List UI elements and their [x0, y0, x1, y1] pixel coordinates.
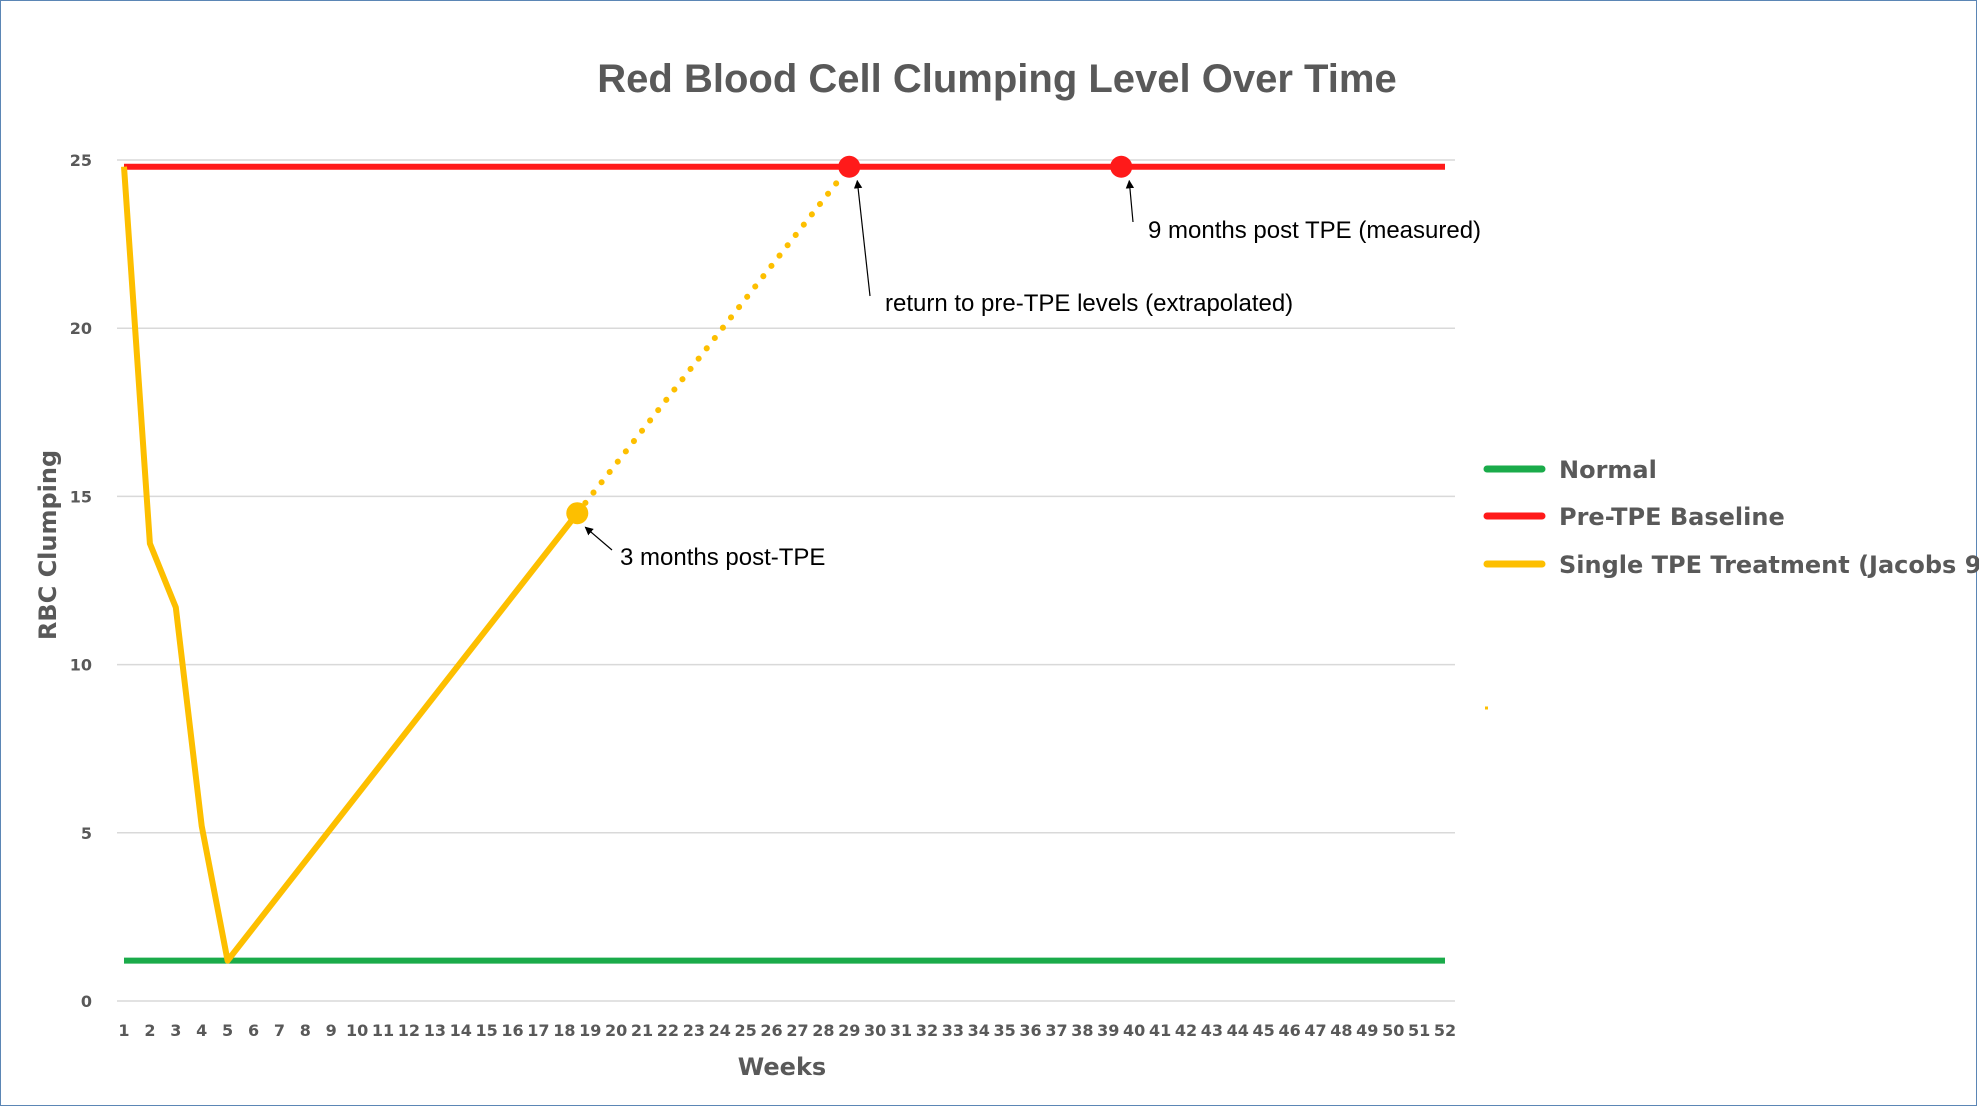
x-tick-label: 51 [1408, 1021, 1430, 1040]
x-tick-label: 12 [398, 1021, 420, 1040]
x-tick-label: 37 [1045, 1021, 1067, 1040]
x-tick-label: 20 [605, 1021, 627, 1040]
x-tick-label: 33 [942, 1021, 964, 1040]
y-tick-label: 10 [70, 656, 92, 675]
x-tick-label: 18 [553, 1021, 575, 1040]
chart-title: Red Blood Cell Clumping Level Over Time [597, 57, 1396, 101]
data-point-marker [566, 502, 589, 525]
x-tick-label: 42 [1175, 1021, 1197, 1040]
x-tick-label: 13 [424, 1021, 446, 1040]
x-tick-label: 47 [1304, 1021, 1326, 1040]
x-tick-label: 48 [1330, 1021, 1352, 1040]
series-dotted-line-3 [574, 163, 853, 517]
x-tick-label: 3 [170, 1021, 181, 1040]
legend-label: Normal [1559, 456, 1657, 484]
data-point-marker [838, 155, 861, 178]
y-tick-label: 0 [81, 992, 92, 1011]
series-line-3 [121, 166, 580, 964]
x-tick-label: 26 [760, 1021, 782, 1040]
annotation-arrow [584, 526, 613, 551]
x-tick-label: 22 [657, 1021, 679, 1040]
x-tick-label: 27 [786, 1021, 808, 1040]
x-tick-label: 30 [864, 1021, 886, 1040]
x-tick-label: 23 [683, 1021, 705, 1040]
annotation-label: 9 months post TPE (measured) [1148, 217, 1481, 244]
x-tick-label: 44 [1227, 1021, 1249, 1040]
x-tick-label: 15 [475, 1021, 497, 1040]
annotation-arrow [853, 179, 871, 297]
y-tick-label: 5 [81, 824, 92, 843]
x-tick-label: 16 [501, 1021, 523, 1040]
x-tick-label: 28 [812, 1021, 834, 1040]
x-tick-label: 4 [196, 1021, 207, 1040]
annotation-label: return to pre-TPE levels (extrapolated) [885, 290, 1293, 317]
x-tick-label: 52 [1434, 1021, 1456, 1040]
x-tick-label: 7 [274, 1021, 285, 1040]
x-tick-label: 6 [248, 1021, 259, 1040]
data-point-marker [1110, 155, 1133, 178]
x-tick-label: 9 [326, 1021, 337, 1040]
x-tick-label: 17 [527, 1021, 549, 1040]
x-tick-label: 39 [1097, 1021, 1119, 1040]
x-tick-label: 21 [631, 1021, 653, 1040]
x-tick-label: 2 [144, 1021, 155, 1040]
x-tick-label: 8 [300, 1021, 311, 1040]
y-tick-label: 25 [70, 151, 92, 170]
x-tick-label: 41 [1149, 1021, 1171, 1040]
x-tick-label: 1 [118, 1021, 129, 1040]
x-tick-label: 25 [735, 1021, 757, 1040]
y-tick-label: 20 [70, 319, 92, 338]
x-tick-label: 32 [916, 1021, 938, 1040]
annotation-label: 3 months post-TPE [620, 544, 825, 571]
legend-label: Pre-TPE Baseline [1559, 503, 1785, 531]
x-tick-label: 34 [968, 1021, 990, 1040]
annotation-arrow [1125, 179, 1135, 223]
x-tick-label: 35 [994, 1021, 1016, 1040]
legend-label: Single TPE Treatment (Jacobs 91) [1559, 551, 1979, 579]
x-tick-label: 49 [1356, 1021, 1378, 1040]
x-tick-label: 24 [709, 1021, 731, 1040]
x-tick-label: 46 [1278, 1021, 1300, 1040]
x-tick-label: 29 [838, 1021, 860, 1040]
y-tick-label: 15 [70, 487, 92, 506]
x-tick-label: 31 [890, 1021, 912, 1040]
x-tick-label: 38 [1071, 1021, 1093, 1040]
x-tick-label: 36 [1019, 1021, 1041, 1040]
x-tick-label: 45 [1253, 1021, 1275, 1040]
x-tick-label: 5 [222, 1021, 233, 1040]
x-tick-label: 19 [579, 1021, 601, 1040]
y-axis-title: RBC Clumping [34, 450, 62, 640]
x-tick-label: 43 [1201, 1021, 1223, 1040]
x-tick-label: 10 [346, 1021, 368, 1040]
x-tick-label: 40 [1123, 1021, 1145, 1040]
x-tick-label: 50 [1382, 1021, 1404, 1040]
x-axis-title: Weeks [738, 1053, 826, 1081]
x-tick-label: 11 [372, 1021, 394, 1040]
x-tick-label: 14 [450, 1021, 472, 1040]
